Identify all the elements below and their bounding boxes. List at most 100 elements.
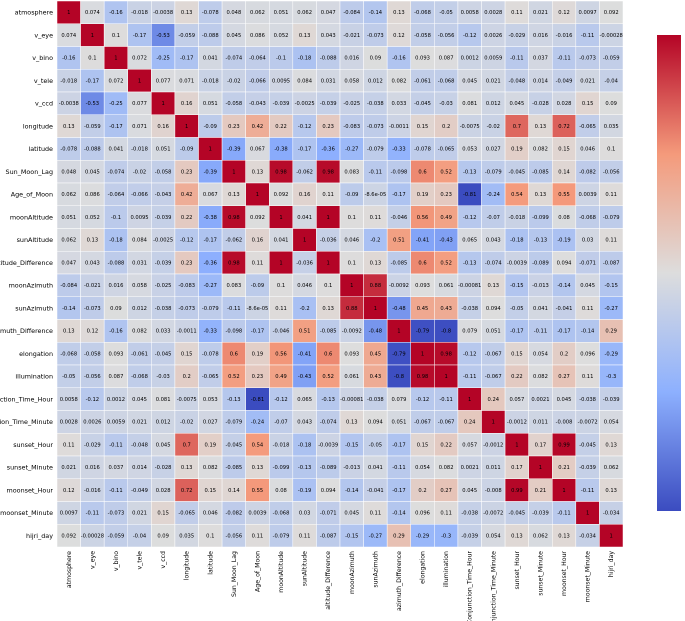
- cell-value-label: 0.093: [344, 351, 359, 357]
- cell-value-label: 0.065: [462, 238, 477, 244]
- cell-value-label: 0.033: [392, 101, 407, 107]
- cell-value-label: -0.058: [84, 351, 101, 357]
- colorbar-gradient: [657, 35, 681, 511]
- cell-value-label: 0.55: [252, 488, 264, 494]
- cell-value-label: -0.0038: [153, 10, 173, 16]
- cell-value-label: 0.0039: [579, 192, 597, 198]
- cell-value-label: -0.038: [155, 306, 172, 312]
- cell-value-label: 0.0021: [531, 397, 549, 403]
- cell-value-label: -0.29: [604, 351, 617, 357]
- cell-value-label: 1: [327, 215, 330, 221]
- cell-value-label: 0.0026: [484, 33, 502, 39]
- cell-value-label: -0.065: [438, 147, 455, 153]
- cell-value-label: 0.086: [85, 192, 100, 198]
- cell-value-label: -8.6e-05: [364, 192, 386, 198]
- cell-value-label: 0.079: [392, 397, 407, 403]
- cell-value-label: -0.085: [320, 329, 337, 335]
- cell-value-label: 0.043: [85, 260, 100, 266]
- cell-value-label: 0.52: [440, 260, 452, 266]
- cell-value-label: 0.041: [109, 147, 124, 153]
- cell-value-label: 0.0039: [248, 511, 266, 517]
- cell-value-label: -0.3: [606, 374, 616, 380]
- cell-value-label: -0.11: [581, 488, 594, 494]
- cell-value-label: -0.05: [510, 306, 523, 312]
- cell-value-label: 0.24: [464, 420, 476, 426]
- cell-value-label: -0.12: [298, 124, 311, 130]
- cell-value-label: -0.11: [439, 397, 452, 403]
- cell-value-label: 0.077: [132, 101, 147, 107]
- cell-value-label: -0.53: [156, 33, 169, 39]
- cell-value-label: 0.072: [132, 56, 147, 62]
- cell-value-label: 0.13: [346, 420, 358, 426]
- cell-value-label: -0.41: [416, 238, 429, 244]
- cell-value-label: -0.13: [463, 169, 476, 175]
- cell-value-label: -0.17: [510, 329, 523, 335]
- cell-value-label: -0.068: [273, 511, 290, 517]
- cell-value-label: 0.037: [109, 465, 124, 471]
- cell-value-label: -0.018: [60, 78, 77, 84]
- cell-value-label: -0.085: [532, 169, 549, 175]
- cell-value-label: 0.99: [558, 442, 570, 448]
- cell-value-label: -0.19: [298, 488, 311, 494]
- cell-value-label: 0.1: [112, 33, 120, 39]
- cell-value-label: 0.0028: [484, 10, 502, 16]
- cell-value-label: 0.12: [63, 488, 75, 494]
- cell-value-label: 0.22: [181, 215, 193, 221]
- cell-value-label: 0.082: [392, 78, 407, 84]
- row-label: moonAltitude: [10, 213, 53, 221]
- cell-value-label: 0.24: [488, 397, 500, 403]
- cell-value-label: 0.084: [132, 238, 148, 244]
- row-label: altitude_Difference: [0, 259, 53, 267]
- cell-value-label: -0.11: [109, 442, 122, 448]
- cell-value-label: 0.062: [250, 10, 265, 16]
- cell-value-label: 1: [114, 56, 117, 62]
- cell-value-label: -0.048: [131, 442, 148, 448]
- cell-value-label: -0.065: [579, 124, 596, 130]
- cell-value-label: 0.03: [582, 238, 594, 244]
- cell-value-label: 0.6: [418, 260, 426, 266]
- cell-value-label: 0.15: [417, 442, 429, 448]
- cell-value-label: 0.29: [393, 533, 405, 539]
- cell-value-label: -0.039: [273, 101, 290, 107]
- cell-value-label: 0.035: [604, 124, 619, 130]
- cell-value-label: -0.038: [461, 306, 478, 312]
- cell-value-label: 0.13: [228, 192, 240, 198]
- cell-value-label: 0.1: [348, 260, 356, 266]
- cell-value-label: 0.6: [230, 351, 238, 357]
- cell-value-label: -0.29: [416, 533, 429, 539]
- cell-value-label: 0.016: [344, 56, 359, 62]
- cell-value-label: -0.079: [603, 215, 620, 221]
- cell-value-label: 0.083: [226, 283, 241, 289]
- cell-value-label: 1: [232, 169, 235, 175]
- cell-value-label: -0.025: [343, 101, 360, 107]
- cell-value-label: -0.38: [204, 215, 217, 221]
- cell-value-label: -0.088: [320, 56, 337, 62]
- cell-value-label: -0.068: [414, 10, 431, 16]
- cell-value-label: -0.11: [463, 374, 476, 380]
- cell-value-label: -0.00028: [81, 533, 104, 539]
- cell-value-label: 0.092: [274, 192, 289, 198]
- column-label: moonAltitude: [278, 551, 285, 593]
- cell-value-label: 0.42: [181, 192, 193, 198]
- cell-value-label: 0.14: [228, 488, 240, 494]
- cell-value-label: 1: [91, 33, 94, 39]
- cell-value-label: 0.2: [418, 488, 426, 494]
- cell-value-label: -0.088: [84, 147, 101, 153]
- row-label: moonset_Minute: [0, 509, 53, 517]
- cell-value-label: -0.041: [367, 488, 384, 494]
- cell-value-label: 0.027: [203, 420, 218, 426]
- cell-value-label: 0.11: [582, 374, 594, 380]
- cell-value-label: -0.018: [131, 147, 148, 153]
- cell-value-label: -0.27: [204, 283, 217, 289]
- cell-value-label: -0.085: [391, 260, 408, 266]
- cell-value-label: 0.043: [321, 33, 336, 39]
- row-label: hijri_day: [26, 532, 53, 540]
- cell-value-label: 0.12: [393, 33, 405, 39]
- cell-value-label: 0.0097: [60, 511, 78, 517]
- cell-value-label: 0.14: [558, 169, 570, 175]
- cell-value-label: -0.02: [180, 420, 193, 426]
- cell-value-label: 0.046: [203, 511, 218, 517]
- cell-value-label: 0.13: [252, 465, 264, 471]
- cell-value-label: 0.012: [368, 78, 383, 84]
